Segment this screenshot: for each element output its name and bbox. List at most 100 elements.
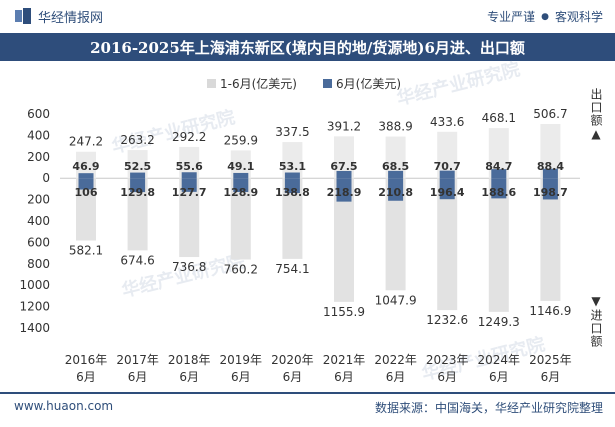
label-import-month: 196.4 <box>430 186 465 199</box>
label-export-1h: 259.9 <box>224 133 258 147</box>
bar-import-1h <box>179 178 200 258</box>
label-import-1h: 674.6 <box>120 253 154 267</box>
bar-export-1h <box>179 146 200 179</box>
x-tick-label-month: 6月 <box>437 370 457 384</box>
legend-swatch-month <box>323 79 332 88</box>
x-tick-label: 2017年 <box>116 353 159 367</box>
label-import-1h: 1155.9 <box>323 305 365 319</box>
y-tick-label: 600 <box>27 107 50 121</box>
bar-export-month <box>284 172 300 179</box>
y-tick-label: 0 <box>42 171 50 185</box>
bar-export-month <box>181 172 197 179</box>
bar-export-month <box>130 172 146 179</box>
bar-export-month <box>336 170 352 179</box>
bar-export-1h <box>334 136 354 179</box>
x-tick-label: 2018年 <box>168 353 211 367</box>
bar-import-1h <box>540 178 561 301</box>
label-export-1h: 506.7 <box>533 107 567 121</box>
bar-export-1h <box>76 151 96 179</box>
import-axis-label: ▼进口额 <box>589 294 603 348</box>
label-import-month: 210.8 <box>378 186 413 199</box>
label-import-month: 138.8 <box>275 186 310 199</box>
bar-import-month <box>130 178 146 193</box>
tagline-right: 客观科学 <box>554 10 603 24</box>
label-export-1h: 292.2 <box>172 130 206 144</box>
bar-import-month <box>542 178 558 200</box>
bar-import-1h <box>76 178 96 241</box>
y-tick-label: 1200 <box>19 300 50 314</box>
label-export-month: 70.7 <box>434 160 461 173</box>
footer-source: 数据来源：中国海关，华经产业研究院整理 <box>374 401 603 415</box>
bar-export-month <box>233 172 249 179</box>
label-export-1h: 468.1 <box>482 111 516 125</box>
label-export-month: 55.6 <box>176 160 203 173</box>
bar-import-1h <box>385 178 406 291</box>
y-tick-label: 1400 <box>19 321 50 335</box>
label-export-1h: 433.6 <box>430 115 464 129</box>
x-tick-label-month: 6月 <box>489 370 509 384</box>
x-tick-label: 2021年 <box>323 353 366 367</box>
label-import-month: 106 <box>75 186 98 199</box>
label-import-1h: 1047.9 <box>375 293 417 307</box>
brand: 华经情报网 <box>14 7 103 26</box>
bar-import-1h <box>282 178 303 259</box>
label-import-1h: 736.8 <box>172 260 206 274</box>
footer-divider <box>0 392 615 394</box>
bar-import-1h <box>437 178 458 311</box>
label-import-1h: 760.2 <box>224 263 258 277</box>
bar-import-month <box>439 178 455 200</box>
label-export-1h: 391.2 <box>327 119 361 133</box>
bar-import-1h <box>127 178 148 251</box>
y-tick-label: 1000 <box>19 278 50 292</box>
x-tick-label-month: 6月 <box>76 370 96 384</box>
bar-export-month <box>78 173 94 179</box>
x-tick-label: 2020年 <box>271 353 314 367</box>
y-tick-label: 800 <box>27 257 50 271</box>
x-tick-label: 2023年 <box>426 353 469 367</box>
x-tick-label-month: 6月 <box>231 370 251 384</box>
bar-import-month <box>233 178 249 192</box>
legend-label-month: 6月(亿美元) <box>336 76 401 91</box>
x-tick-label: 2019年 <box>220 353 263 367</box>
label-import-1h: 582.1 <box>69 243 103 257</box>
x-tick-label: 2022年 <box>374 353 417 367</box>
bar-export-month <box>388 170 404 179</box>
bar-export-month <box>491 169 507 179</box>
x-tick-label: 2025年 <box>529 353 572 367</box>
label-export-1h: 247.2 <box>69 135 103 149</box>
label-import-month: 128.9 <box>223 186 258 199</box>
x-tick-label-month: 6月 <box>386 370 406 384</box>
label-export-month: 52.5 <box>124 160 151 173</box>
footer-url: www.huaon.com <box>14 399 114 413</box>
label-import-1h: 1146.9 <box>529 304 571 318</box>
bar-import-month <box>78 178 94 190</box>
tagline: 专业严谨 ● 客观科学 <box>487 8 603 25</box>
label-export-month: 49.1 <box>227 160 254 173</box>
chart-title-bar: 2016-2025年上海浦东新区(境内目的地/货源地)6月进、出口额 <box>0 33 615 61</box>
label-export-month: 88.4 <box>537 160 564 173</box>
chart-title: 2016-2025年上海浦东新区(境内目的地/货源地)6月进、出口额 <box>90 38 525 57</box>
bar-export-month <box>439 170 455 179</box>
x-tick-label: 2016年 <box>65 353 108 367</box>
tagline-dot-icon: ● <box>541 11 549 22</box>
x-tick-label-month: 6月 <box>179 370 199 384</box>
legend-label-1h: 1-6月(亿美元) <box>220 76 297 91</box>
y-tick-label: 200 <box>27 193 50 207</box>
bar-import-1h <box>488 178 509 312</box>
bar-export-1h <box>437 131 458 179</box>
y-tick-label: 600 <box>27 235 50 249</box>
label-export-month: 53.1 <box>279 160 306 173</box>
label-export-1h: 263.2 <box>120 133 154 147</box>
bar-export-1h <box>230 150 251 179</box>
bar-export-month <box>542 168 558 179</box>
label-export-month: 84.7 <box>485 160 512 173</box>
bar-import-month <box>388 178 404 201</box>
label-export-month: 68.5 <box>382 160 409 173</box>
brand-logo-icon <box>15 8 31 24</box>
bar-import-month <box>336 178 352 202</box>
y-tick-label: 400 <box>27 214 50 228</box>
label-import-month: 188.6 <box>481 186 516 199</box>
bar-export-1h <box>282 142 303 179</box>
label-import-1h: 754.1 <box>275 262 309 276</box>
